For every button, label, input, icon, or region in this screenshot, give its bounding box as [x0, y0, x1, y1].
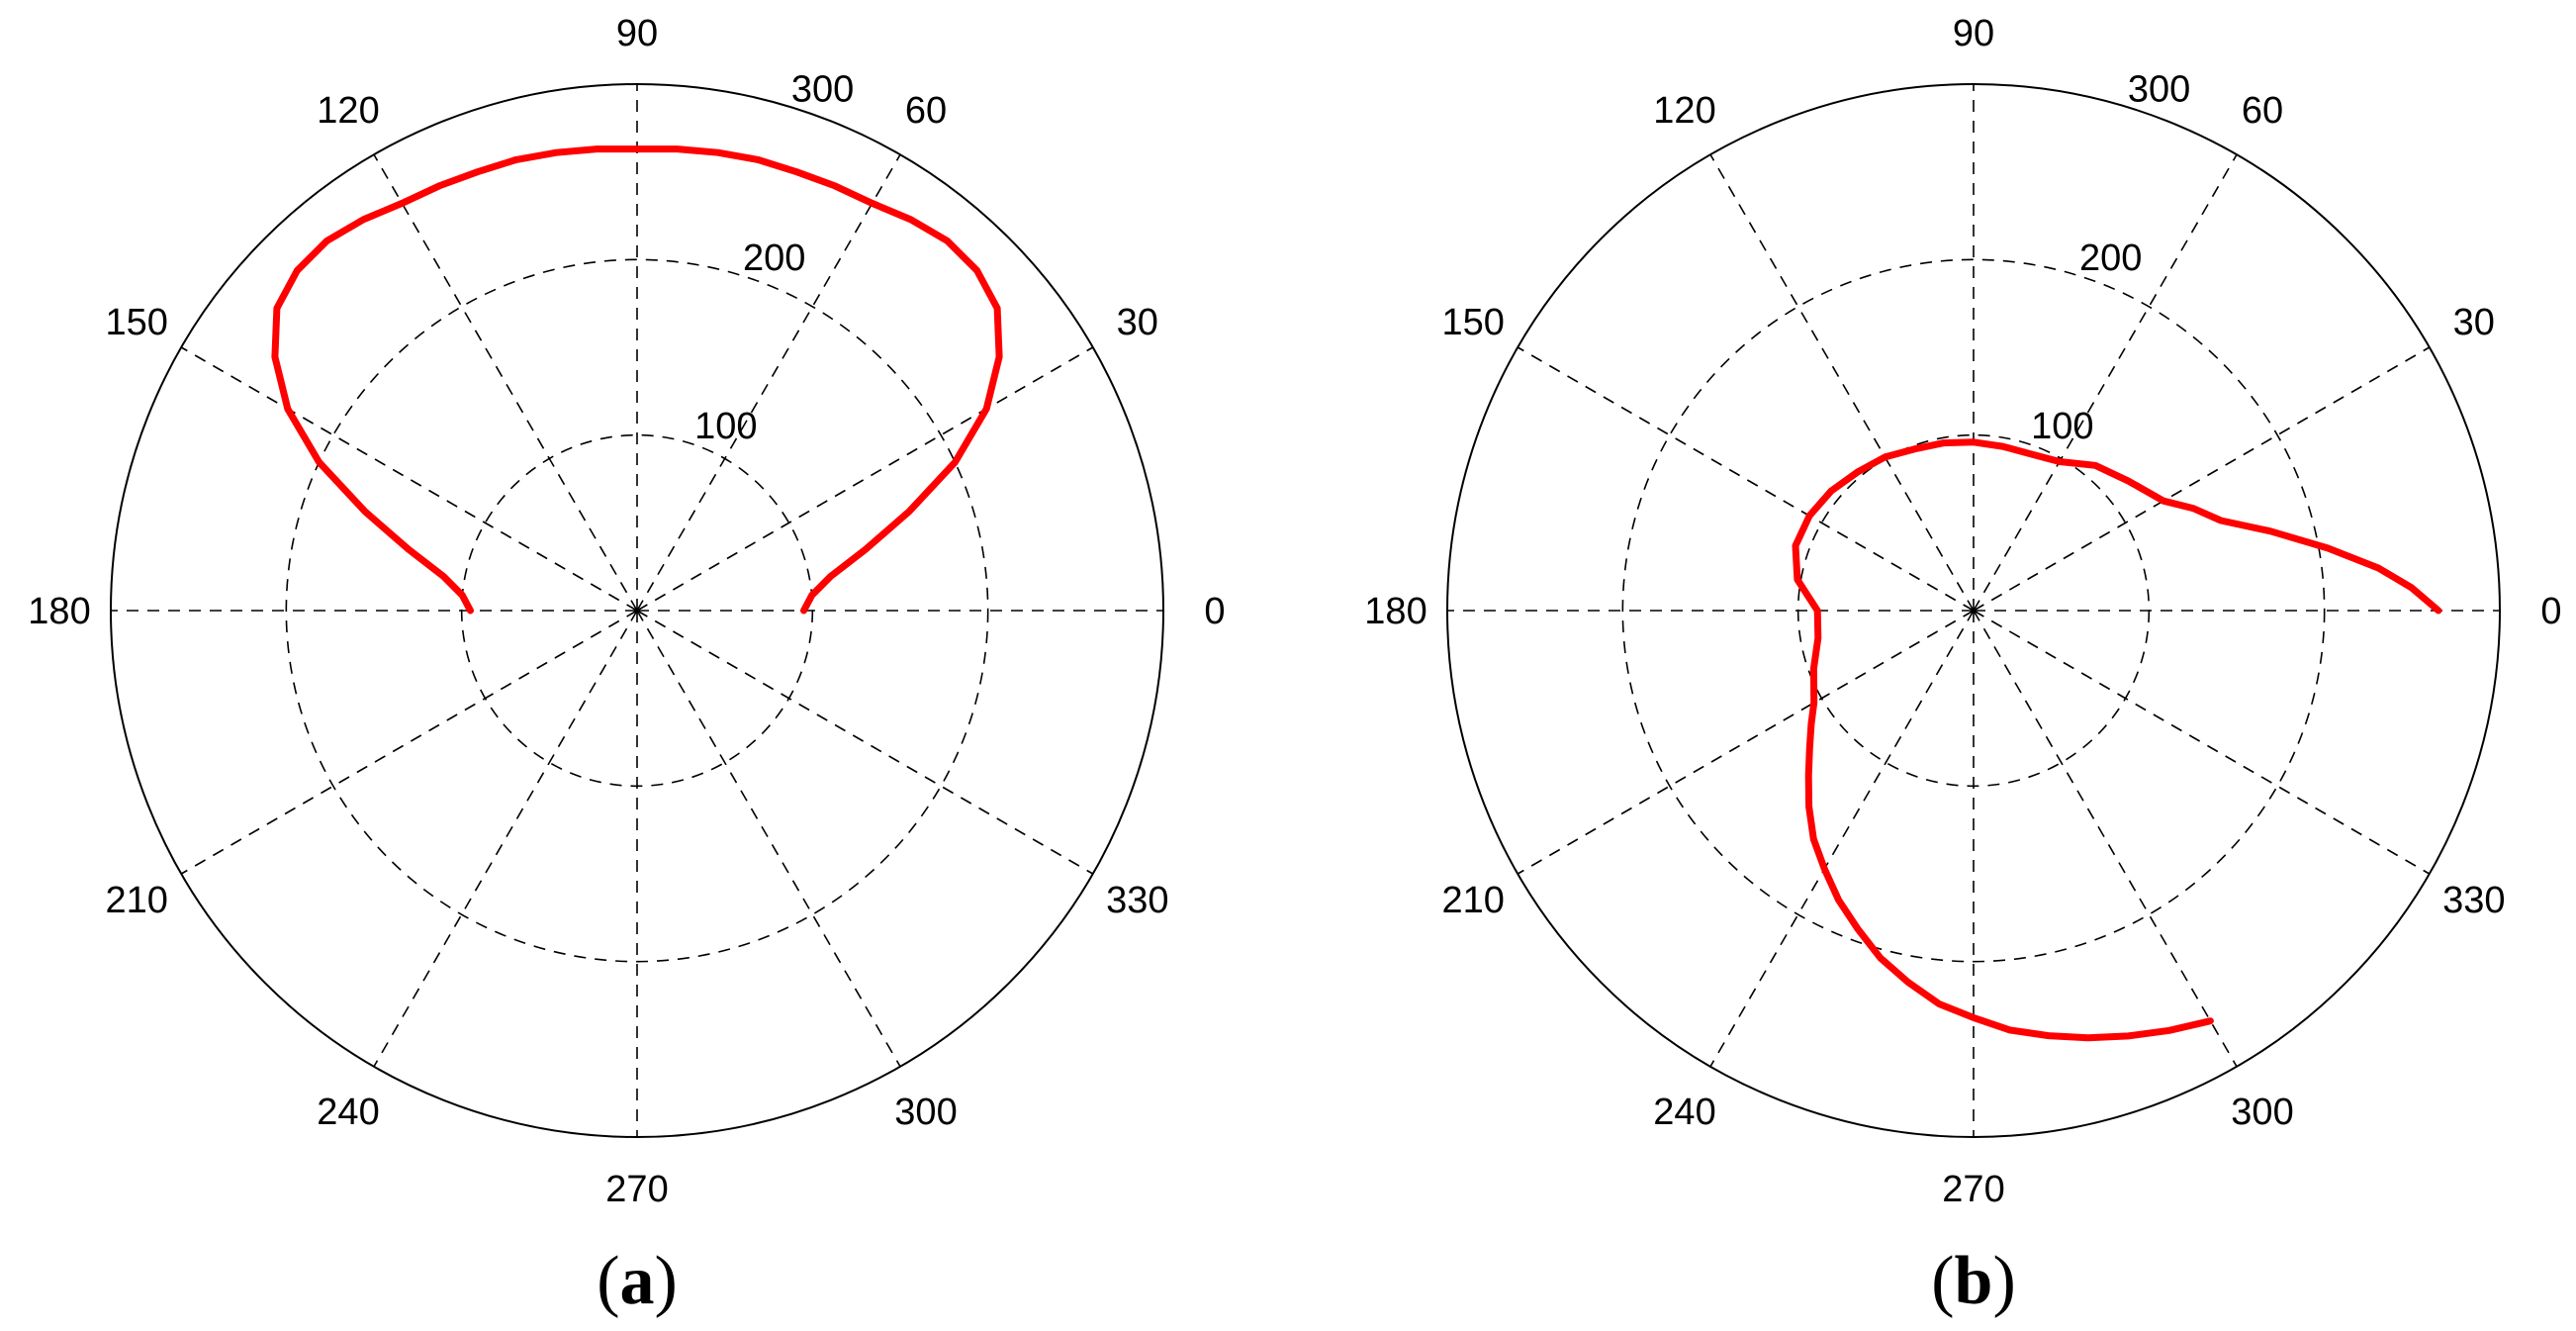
theta-tick-label-210: 210: [105, 880, 167, 921]
r-tick-label-100: 100: [694, 406, 757, 447]
theta-tick-label-150: 150: [105, 302, 167, 343]
r-tick-label-200: 200: [2079, 238, 2142, 279]
spoke-150: [1517, 346, 1975, 612]
spoke-300: [1973, 610, 2238, 1068]
theta-tick-label-90: 90: [1953, 13, 1994, 54]
spoke-60: [1973, 153, 2238, 612]
r-tick-label-300: 300: [2128, 68, 2190, 110]
panel-label-b: (b): [1931, 1243, 2016, 1319]
series-line-0: [1792, 438, 2442, 1042]
series-line-0: [271, 145, 1003, 615]
spoke-240: [373, 610, 638, 1068]
polar-chart-a: 0 30 60 90 120 150 180 210 240 270 300 330 100 200 300: [28, 13, 1225, 1210]
r-tick-label-200: 200: [743, 238, 805, 279]
theta-tick-label-270: 270: [605, 1169, 668, 1210]
theta-tick-label-60: 60: [2242, 90, 2283, 132]
panel-label-a: (a): [597, 1243, 678, 1319]
theta-tick-label-270: 270: [1942, 1169, 2004, 1210]
spoke-330: [636, 610, 1094, 875]
spoke-240: [1709, 610, 1975, 1068]
theta-tick-label-240: 240: [1653, 1092, 1715, 1133]
theta-tick-label-300: 300: [894, 1092, 957, 1133]
theta-tick-label-180: 180: [1364, 591, 1426, 632]
spoke-120: [1709, 153, 1975, 612]
theta-tick-label-150: 150: [1441, 302, 1504, 343]
outer-ring: [1446, 83, 2501, 1138]
spoke-330: [1973, 610, 2431, 875]
r-tick-label-300: 300: [791, 68, 854, 110]
radial-ring-200: [1621, 258, 2326, 963]
spoke-60: [636, 153, 901, 612]
theta-tick-label-330: 330: [1106, 880, 1168, 921]
polar-chart-b: 0 30 60 90 120 150 180 210 240 270 300 330 100 200 300: [1364, 13, 2561, 1210]
spoke-210: [1517, 610, 1975, 875]
spoke-30: [1973, 346, 2431, 612]
theta-tick-label-120: 120: [317, 90, 379, 132]
theta-tick-label-0: 0: [1204, 591, 1225, 632]
theta-tick-label-330: 330: [2442, 880, 2505, 921]
theta-tick-label-180: 180: [28, 591, 90, 632]
spoke-150: [180, 346, 638, 612]
theta-tick-label-30: 30: [2453, 302, 2495, 343]
theta-tick-label-60: 60: [905, 90, 947, 132]
theta-tick-label-90: 90: [616, 13, 658, 54]
spoke-300: [636, 610, 901, 1068]
radial-ring-100: [460, 433, 814, 788]
radial-ring-100: [1796, 433, 2151, 788]
theta-tick-label-210: 210: [1441, 880, 1504, 921]
spoke-120: [373, 153, 638, 612]
spoke-30: [636, 346, 1094, 612]
radial-ring-200: [285, 258, 989, 963]
r-tick-label-100: 100: [2031, 406, 2093, 447]
theta-tick-label-120: 120: [1653, 90, 1715, 132]
theta-tick-label-300: 300: [2231, 1092, 2293, 1133]
theta-tick-label-0: 0: [2540, 591, 2561, 632]
outer-ring: [110, 83, 1164, 1138]
theta-tick-label-240: 240: [317, 1092, 379, 1133]
theta-tick-label-30: 30: [1117, 302, 1158, 343]
spoke-210: [180, 610, 638, 875]
